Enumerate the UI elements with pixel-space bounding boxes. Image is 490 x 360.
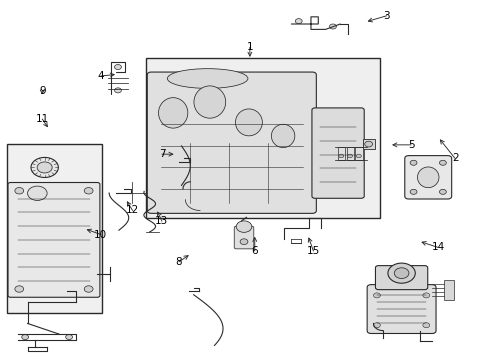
FancyBboxPatch shape [8, 183, 100, 297]
Circle shape [22, 334, 28, 339]
Text: 10: 10 [94, 230, 107, 239]
Bar [147, 58, 380, 218]
Circle shape [373, 293, 380, 298]
FancyBboxPatch shape [375, 266, 428, 290]
Circle shape [115, 88, 122, 93]
Text: 14: 14 [431, 242, 444, 252]
Circle shape [31, 157, 58, 177]
Circle shape [84, 286, 93, 292]
Circle shape [27, 186, 47, 201]
Circle shape [66, 334, 73, 339]
Ellipse shape [417, 167, 439, 188]
Text: 4: 4 [98, 71, 104, 81]
Ellipse shape [236, 109, 262, 136]
Text: 5: 5 [408, 140, 415, 150]
Circle shape [365, 141, 372, 147]
Bar [6, 144, 102, 313]
Text: 13: 13 [155, 216, 169, 226]
Circle shape [440, 160, 446, 165]
Circle shape [15, 188, 24, 194]
Text: 8: 8 [176, 257, 182, 267]
Circle shape [330, 24, 336, 29]
Circle shape [388, 263, 416, 283]
Text: 2: 2 [452, 153, 459, 163]
Bar [355, 147, 363, 160]
FancyBboxPatch shape [147, 72, 317, 213]
Text: 9: 9 [39, 86, 46, 96]
Circle shape [339, 154, 343, 158]
Bar [346, 147, 354, 160]
Text: 6: 6 [251, 246, 258, 256]
Circle shape [440, 189, 446, 194]
Text: 11: 11 [36, 114, 49, 124]
Circle shape [15, 286, 24, 292]
Circle shape [37, 162, 52, 173]
Bar [338, 147, 345, 160]
Bar [363, 139, 375, 149]
Circle shape [423, 293, 430, 298]
FancyBboxPatch shape [234, 226, 254, 249]
Circle shape [115, 64, 122, 69]
Circle shape [410, 189, 417, 194]
Ellipse shape [271, 124, 295, 148]
Text: 15: 15 [307, 246, 320, 256]
FancyBboxPatch shape [367, 285, 436, 333]
Circle shape [373, 323, 380, 328]
Ellipse shape [159, 98, 188, 128]
Bar [444, 280, 454, 300]
Circle shape [295, 19, 302, 24]
Circle shape [423, 323, 430, 328]
Ellipse shape [194, 86, 226, 118]
Circle shape [240, 239, 248, 244]
FancyBboxPatch shape [312, 108, 364, 198]
Text: 3: 3 [383, 11, 390, 21]
Text: 1: 1 [246, 42, 253, 52]
Circle shape [236, 221, 252, 232]
Circle shape [347, 154, 352, 158]
Text: 12: 12 [126, 206, 139, 216]
Text: 7: 7 [159, 149, 165, 159]
Circle shape [410, 160, 417, 165]
Ellipse shape [167, 69, 248, 88]
Circle shape [356, 154, 361, 158]
Circle shape [84, 188, 93, 194]
Circle shape [394, 268, 409, 279]
FancyBboxPatch shape [405, 156, 452, 199]
